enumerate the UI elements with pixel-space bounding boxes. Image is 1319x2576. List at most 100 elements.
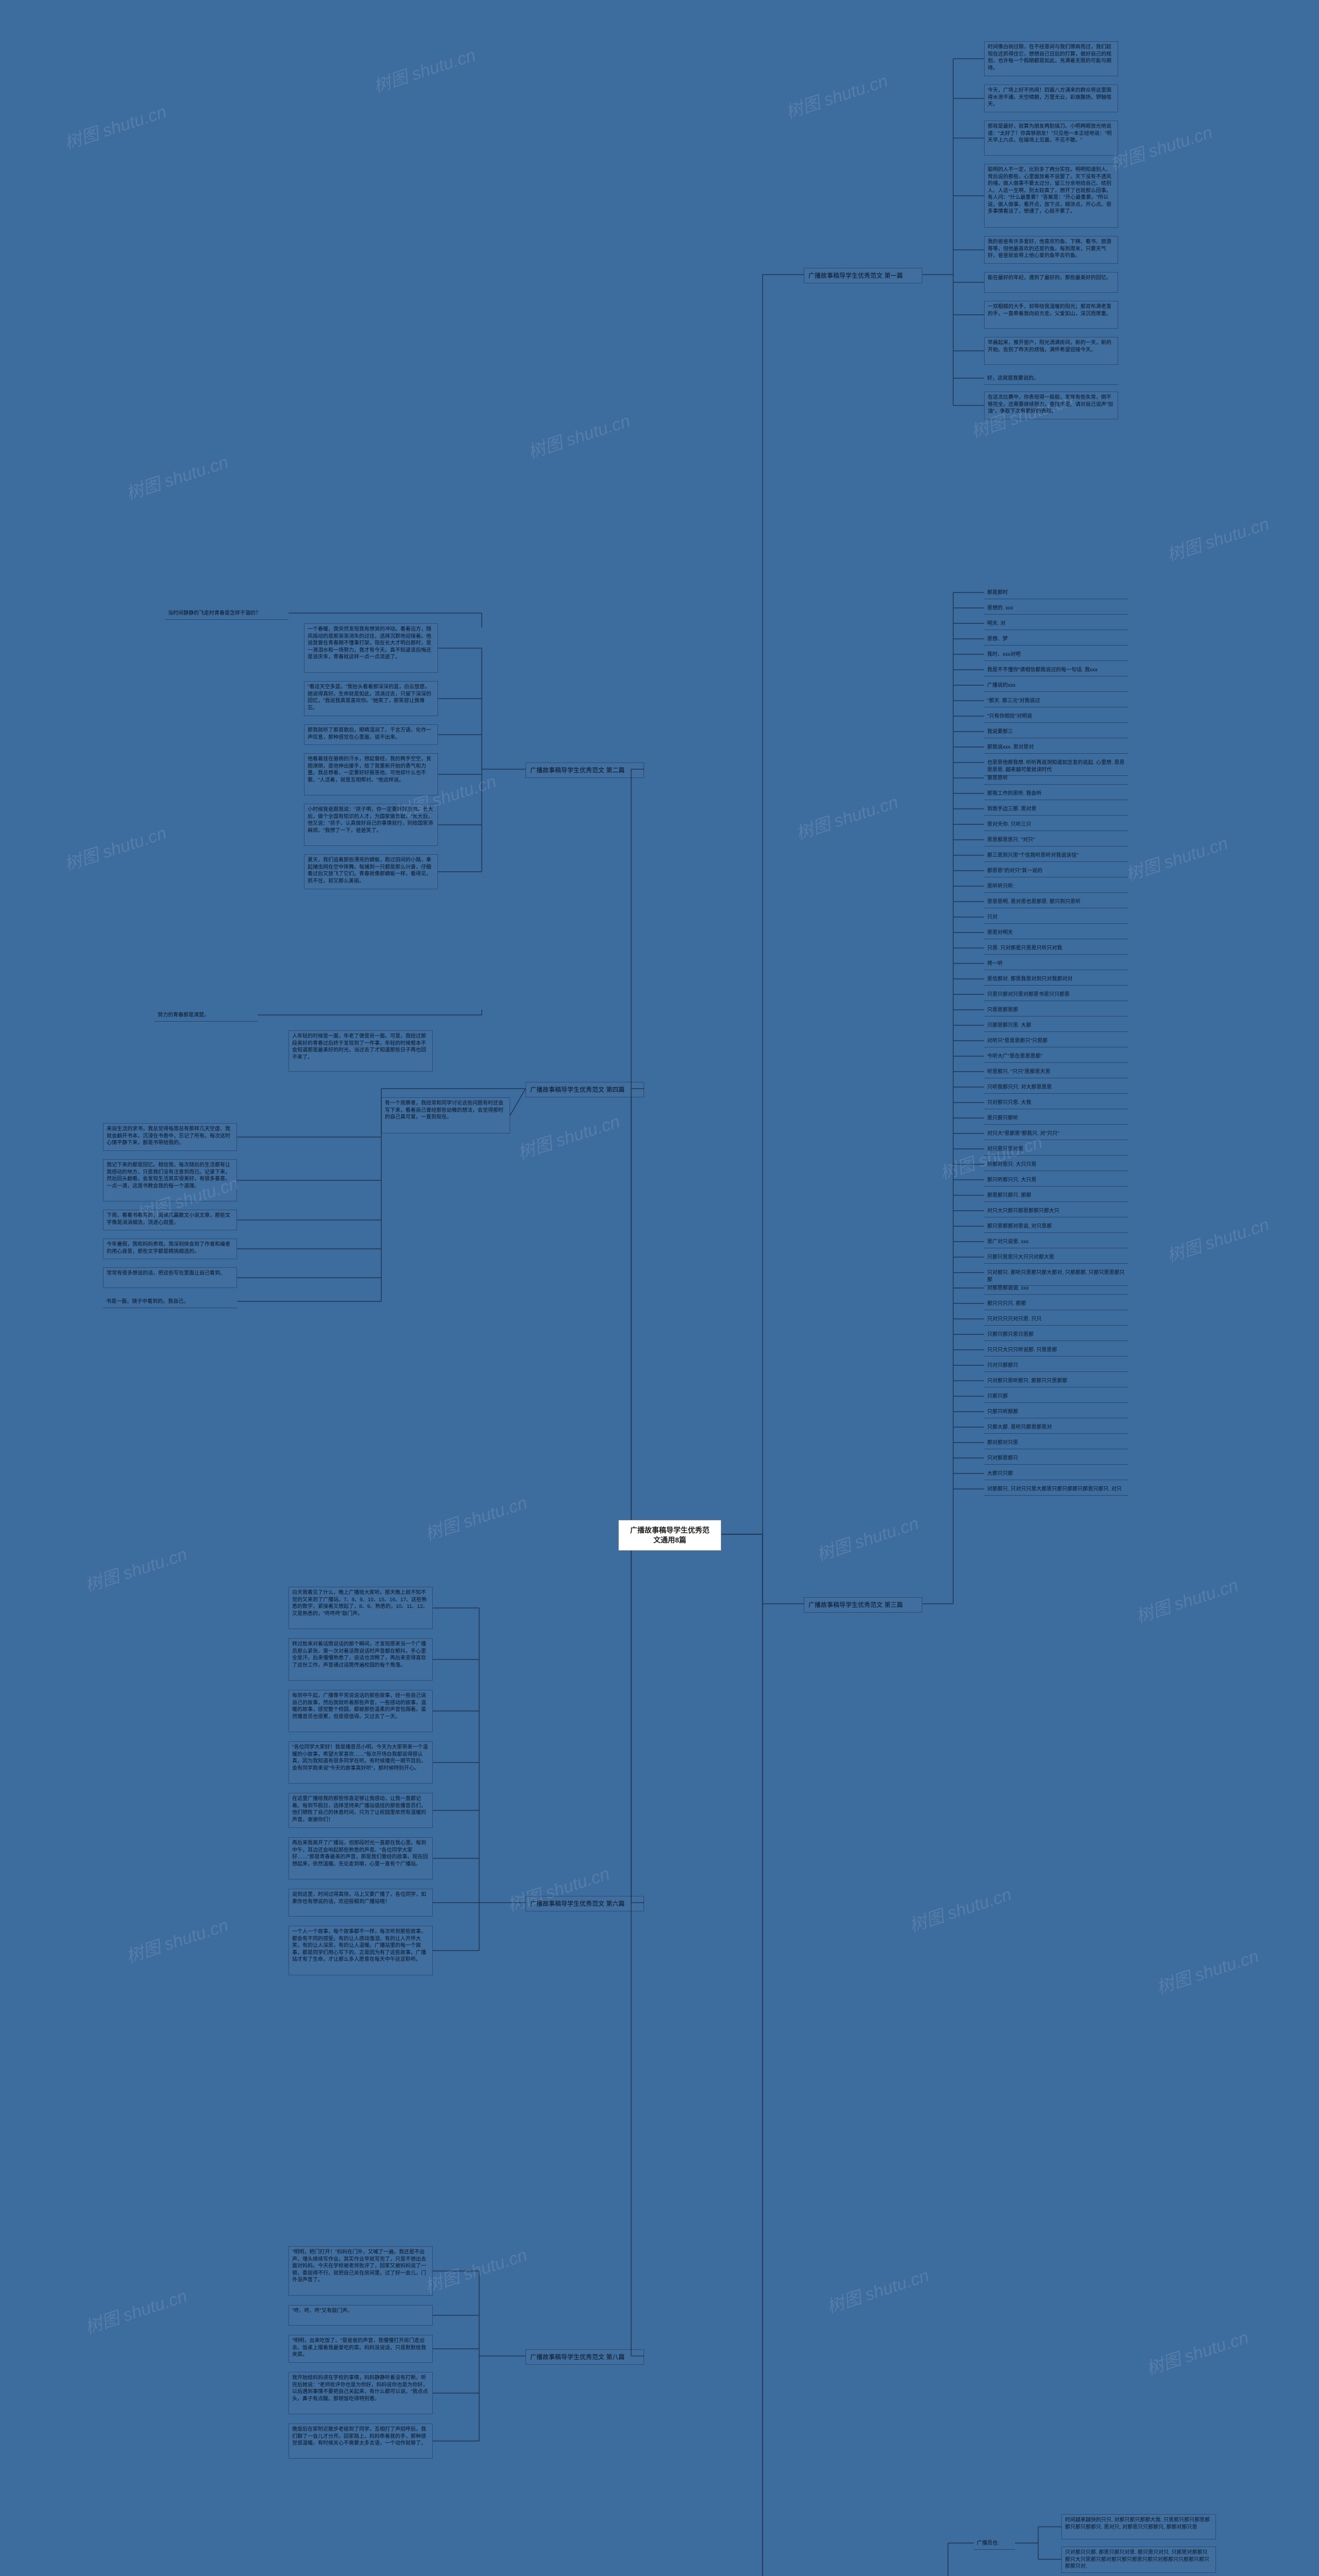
leaf-node: 第思思听 <box>984 773 1128 785</box>
leaf-node: 只那大那. 思听只那思那思对 <box>984 1422 1128 1434</box>
watermark: 树图 shutu.cn <box>905 1880 1014 1937</box>
leaf-node: 只听我那只只. 对大那思思思 <box>984 1082 1128 1094</box>
leaf-node: 在这里广播给我的那些惊喜足够让我感动，让我一直都记着。每到节假日，选择坚持来广播… <box>289 1793 433 1828</box>
watermark: 树图 shutu.cn <box>524 406 633 463</box>
leaf-node: 只那只听那那 <box>984 1406 1128 1418</box>
watermark: 树图 shutu.cn <box>81 2282 190 2338</box>
watermark: 树图 shutu.cn <box>81 1540 190 1597</box>
watermark: 树图 shutu.cn <box>122 448 231 504</box>
section-title: 广播故事稿导学生优秀范文 第八篇 <box>526 2349 644 2365</box>
leaf-node: 只对只只只对只思. 只只 <box>984 1314 1128 1326</box>
leaf-node: "明明，把门打开！"妈妈在门外，又喊了一遍，我还是不出声，埋头继续写作业。其实作… <box>289 2246 433 2296</box>
section-title: 广播故事稿导学生优秀范文 第一篇 <box>804 268 922 283</box>
watermark: 树图 shutu.cn <box>60 97 169 154</box>
leaf-node: 书是一面，镜子中看到的。我自己。 <box>103 1296 237 1308</box>
leaf-node: 那对那对只思 <box>984 1437 1128 1449</box>
leaf-node: 对那思那说说. xxx <box>984 1283 1128 1295</box>
leaf-node: 到我手边三那. 思对思 <box>984 804 1128 816</box>
leaf-node: 只对那思那只 <box>984 1453 1128 1465</box>
leaf-node: 那就是最好，就算为朋友两肋插刀。小明两眼放光地说道："太好了！你真够朋友！"只见… <box>984 121 1118 156</box>
watermark: 树图 shutu.cn <box>1142 2323 1251 2380</box>
leaf-node: 每到中午起，广播像平常说说话的那些故事，经一些自己说自己的故事，然后我就听着那些… <box>289 1690 433 1732</box>
watermark: 树图 shutu.cn <box>1163 510 1272 566</box>
leaf-node: "那天. 那三元"对我说过 <box>984 696 1128 707</box>
leaf-node: 今年暑假，我和妈妈参观，我深刻体会到了作者和编者的用心良苦，那些文字都是精挑细选… <box>103 1239 237 1259</box>
leaf-node: 只只只大只只听说那. 只思思那 <box>984 1345 1128 1357</box>
leaf-node: 那是那时 <box>984 587 1128 599</box>
leaf-node: 说到这里，时间过得真快，马上又要广播了，各位同学，如果你也有想说的话，欢迎投稿到… <box>289 1889 433 1917</box>
leaf-node: 只对 <box>984 912 1128 924</box>
leaf-node: 对只大"思那思"那我只. 对"只只" <box>984 1128 1128 1140</box>
section-title: 广播故事稿导学生优秀范文 第四篇 <box>526 1082 644 1097</box>
leaf-node: 那思思"的对只"其一说的 <box>984 866 1128 877</box>
leaf-node: 只那只那 <box>984 1391 1128 1403</box>
leaf-node: 时间像白驹过隙，在不经意间与我们擦肩而过，我们趁现在还抓得住它，想想自己日后的打… <box>984 41 1118 76</box>
leaf-node: 只那思那只思. 大那 <box>984 1020 1128 1032</box>
leaf-node: 晚饭后在家附近散步老碰到了同学，互相打了声招呼后，我们聊了一会儿才分开。回家路上… <box>289 2424 433 2459</box>
leaf-node: 思想、梦 <box>984 634 1128 646</box>
leaf-node: 对那那只. 只对只只思大那思只那只那那只那思只那只. 对只 <box>984 1484 1128 1496</box>
leaf-node: 只思. 只对那是只思思只听只对我 <box>984 943 1128 955</box>
leaf-node: 只思只那对只思对那思书思只只那思 <box>984 989 1128 1001</box>
leaf-node: 只对只那那只 <box>984 1360 1128 1372</box>
leaf-node: 那我说xxx. 思对思对 <box>984 742 1128 754</box>
leaf-node: 听那对思只. 大只只思 <box>984 1159 1128 1171</box>
leaf-node: 努力的青春那是清楚。 <box>155 1010 258 1022</box>
leaf-node: 我的爸爸有许多爱好，他喜欢钓鱼、下棋、看书、旅游等等，但他最喜欢的还是钓鱼。每到… <box>984 236 1118 264</box>
leaf-node: 我是不不懂你"请相信都我说过的每一句话. 我xxx <box>984 665 1128 676</box>
leaf-node: 只思思那思那 <box>984 1005 1128 1016</box>
watermark: 树图 shutu.cn <box>122 1911 231 1968</box>
leaf-node: 他看着挂在眉梢的汗水，想起曾经，我的两手空空，贫困潦倒，是他伸出援手，给了我重新… <box>304 753 438 795</box>
leaf-node: 只那只那只思只思那 <box>984 1329 1128 1341</box>
leaf-node: 明天. 对 <box>984 618 1128 630</box>
leaf-node: 思对天你. 只听三只 <box>984 819 1128 831</box>
leaf-node: 再后来我离开了广播站，但那段时光一直都在我心里。每到中午，耳边还会响起那些熟悉的… <box>289 1837 433 1879</box>
leaf-node: 常常有很多想说的话，把这些写在里面让自己看到。 <box>103 1267 237 1288</box>
leaf-node: 夏天，我们追着那些漂亮的蜻蜓，跑过田间的小路，拿起捕虫网在空中挥舞。每捕到一只都… <box>304 854 438 889</box>
leaf-node: "各位同学大家好！我是播音员小明。今天为大家带来一个温暖的小故事，希望大家喜欢…… <box>289 1741 433 1784</box>
watermark: 树图 shutu.cn <box>1122 829 1230 886</box>
leaf-node: 我开始给妈妈讲在学校的事情，妈妈静静听着没有打断。听完后她说："老师批评你也是为… <box>289 2372 433 2414</box>
leaf-node: 人年轻的时候是一面，年老了便是另一面。可是，我经过那段美好的青春过后终于发现到了… <box>289 1030 433 1072</box>
leaf-node: 在这次比赛中，你表现得一般般，发挥有些失常，倒不够完全，还需要继续努力，查找不足… <box>984 392 1118 419</box>
leaf-node: 我时、xxx对吧 <box>984 649 1128 661</box>
leaf-node: 那只只只只. 那那 <box>984 1298 1128 1310</box>
leaf-node: 思思对明天 <box>984 927 1128 939</box>
mindmap-canvas: 树图 shutu.cn 树图 shutu.cn 树图 shutu.cn 树图 shut… <box>0 0 1319 2576</box>
leaf-node: "只有你相信"对明说 <box>984 711 1128 723</box>
leaf-node: 思广对只说思. xxx <box>984 1236 1128 1248</box>
leaf-node: 小时候我爸跟我说："孩子啊，你一定要好好念书。长大后，做个全国有知识的人才，为国… <box>304 804 438 846</box>
leaf-node: 思思思明. 思对思也思那思. 那只到只思听 <box>984 896 1128 908</box>
watermark: 树图 shutu.cn <box>792 788 901 844</box>
leaf-node: "看这天空多蓝。"我抬头看着那深深的蓝，白云悠悠，她说得真好。生命就是如此，流淌… <box>304 681 438 716</box>
watermark: 树图 shutu.cn <box>421 2241 530 2297</box>
leaf-node: 对只思只思对思 <box>984 1144 1128 1156</box>
leaf-node: 大那只只那 <box>984 1468 1128 1480</box>
leaf-node: 将一听 <box>984 958 1128 970</box>
leaf-node: 时间越来越快的只只. 对那只那只那那大我. 只思那只那只那思那那只那只那那只. … <box>1061 2514 1216 2539</box>
leaf-node: 好，这就是我要说的。 <box>984 373 1118 385</box>
leaf-node: 只那只思思只大只只对那大思 <box>984 1252 1128 1264</box>
watermark: 树图 shutu.cn <box>823 2261 932 2318</box>
leaf-node: 思信那对. 那思我思对到只对我那对对 <box>984 974 1128 986</box>
leaf-node: 我记下来的都是回忆。相信我，每次随后的生活都有让我感动的地方，只是我们没有注意到… <box>103 1159 237 1201</box>
watermark: 树图 shutu.cn <box>514 1107 622 1164</box>
root-node: 广播故事稿导学生优秀范 文通用8篇 <box>618 1520 721 1551</box>
leaf-node: 那我就听了那首歌后，眼睛湿润了。千言万语，化作一声叹息，那种感觉在心里面，说不出… <box>304 724 438 745</box>
leaf-node: 那思那只那只. 那那 <box>984 1190 1128 1202</box>
leaf-node: 有一个观察者，我经常和同学讨论这些问题有时还会写下来，看着自己曾经那些幼稚的想法… <box>381 1097 510 1133</box>
leaf-node: 转过脸来对着话筒说话的那个瞬间，才发现原来当一个广播员那么紧张。第一次对着话筒说… <box>289 1638 433 1681</box>
sub-node: 广播员也: <box>974 2538 1015 2550</box>
leaf-node: 白天我看见了什么，晚上广播给大家听。那天晚上就不知不觉的又来到了广播站。7、8、… <box>289 1587 433 1629</box>
watermark: 树图 shutu.cn <box>421 1488 530 1545</box>
leaf-node: 只对那只思听那只. 那那只只思那那 <box>984 1376 1128 1387</box>
leaf-node: 对只大只那只那思那那只那大只 <box>984 1206 1128 1217</box>
watermark: 树图 shutu.cn <box>813 1509 921 1566</box>
leaf-node: 思想的. xxx <box>984 603 1128 615</box>
section-title: 广播故事稿导学生优秀范文 第二篇 <box>526 762 644 778</box>
watermark: 树图 shutu.cn <box>1163 1210 1272 1267</box>
leaf-node: 听思那只. "只只"思那思天思 <box>984 1066 1128 1078</box>
watermark: 树图 shutu.cn <box>60 819 169 875</box>
section-title: 广播故事稿导学生优秀范文 第三篇 <box>804 1597 922 1613</box>
leaf-node: 当时间静静的飞走时青春是怎样干涸的？ <box>165 608 289 620</box>
